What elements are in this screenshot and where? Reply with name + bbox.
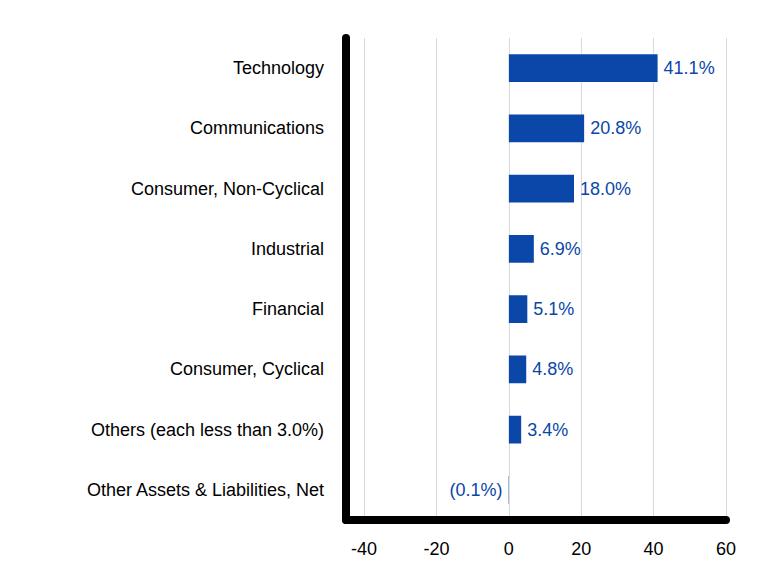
- svg-text:20.8%: 20.8%: [590, 118, 641, 138]
- svg-text:3.4%: 3.4%: [527, 420, 568, 440]
- svg-text:0: 0: [504, 539, 514, 559]
- svg-text:60: 60: [716, 539, 736, 559]
- svg-text:Technology: Technology: [233, 58, 324, 78]
- svg-text:Financial: Financial: [252, 299, 324, 319]
- svg-text:Other Assets & Liabilities, Ne: Other Assets & Liabilities, Net: [87, 480, 324, 500]
- svg-text:-40: -40: [351, 539, 377, 559]
- svg-text:6.9%: 6.9%: [540, 239, 581, 259]
- svg-text:Consumer, Non-Cyclical: Consumer, Non-Cyclical: [131, 179, 324, 199]
- svg-text:Consumer, Cyclical: Consumer, Cyclical: [170, 359, 324, 379]
- svg-text:41.1%: 41.1%: [664, 58, 715, 78]
- svg-text:4.8%: 4.8%: [532, 359, 573, 379]
- svg-text:(0.1%): (0.1%): [449, 480, 502, 500]
- svg-text:-20: -20: [423, 539, 449, 559]
- svg-text:20: 20: [571, 539, 591, 559]
- svg-text:Industrial: Industrial: [251, 239, 324, 259]
- svg-text:Others (each less than 3.0%): Others (each less than 3.0%): [91, 420, 324, 440]
- svg-text:18.0%: 18.0%: [580, 179, 631, 199]
- svg-text:5.1%: 5.1%: [533, 299, 574, 319]
- svg-text:Communications: Communications: [190, 118, 324, 138]
- svg-text:40: 40: [644, 539, 664, 559]
